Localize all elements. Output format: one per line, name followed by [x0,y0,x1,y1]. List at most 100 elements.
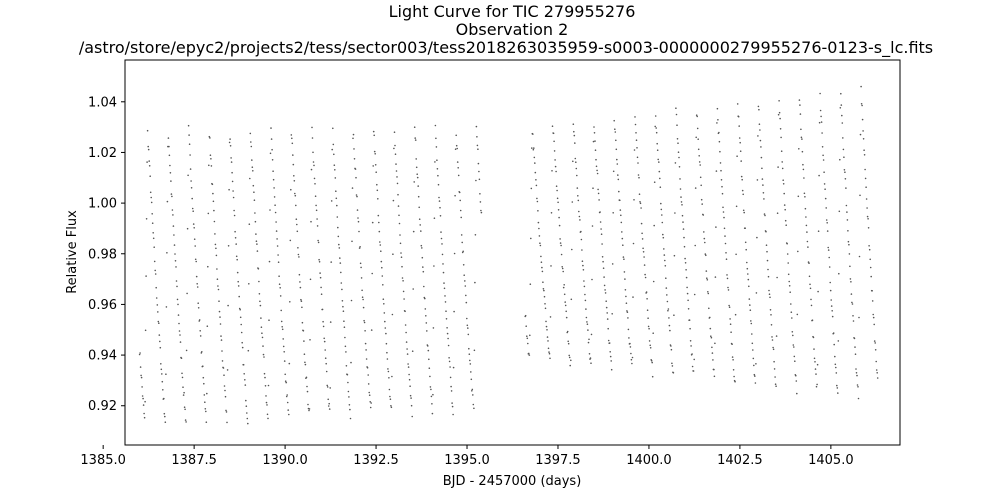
data-point [798,99,801,101]
data-point [173,244,176,246]
data-point [235,243,237,245]
data-point [602,267,605,270]
data-point [263,356,265,358]
data-point [581,260,584,263]
data-point [252,170,254,172]
data-point [453,252,456,255]
data-point [802,163,804,166]
data-point [600,228,602,230]
data-point [689,340,692,342]
data-point [575,167,578,170]
data-point [858,255,861,258]
data-point [676,124,678,126]
data-point [438,200,441,202]
data-point [643,256,645,258]
data-point [450,385,452,388]
data-point [616,163,619,165]
data-point [359,262,362,265]
data-point [542,288,545,290]
data-point [576,187,579,189]
data-point [570,298,573,301]
data-point [753,373,756,376]
data-point [813,357,816,360]
x-tick-label: 1400.0 [626,453,672,468]
data-point [337,226,339,229]
data-point [588,353,591,355]
data-point [473,407,475,410]
data-point [749,309,752,312]
data-point [790,311,793,314]
data-point [179,334,181,336]
data-point [642,251,645,253]
data-point [536,197,538,200]
data-point [693,358,695,361]
data-point [391,313,394,316]
data-point [540,255,542,258]
data-point [281,326,284,328]
data-point [279,287,282,289]
data-point [471,388,474,391]
data-point [180,357,183,360]
data-point [718,131,720,134]
data-point [458,191,461,194]
data-point [725,258,728,261]
data-point [209,137,211,139]
data-point [404,324,407,326]
data-point [653,224,655,227]
data-point [747,278,750,281]
data-point [651,361,653,364]
data-point [219,323,222,325]
y-tick-label: 1.02 [88,146,117,161]
data-point [829,281,831,284]
data-point [834,355,836,358]
data-point [342,305,344,308]
data-point [369,401,372,403]
data-point [413,181,416,183]
data-point [663,248,665,250]
data-point [591,278,593,281]
data-point [439,215,442,217]
data-point [771,336,773,338]
data-point [246,412,248,414]
data-point [671,365,674,367]
data-point [718,140,721,143]
data-point [390,406,393,409]
data-point [477,162,480,165]
data-point [319,276,322,279]
data-point [643,264,646,266]
data-point [828,256,830,259]
data-point [431,412,434,415]
data-point [190,180,192,182]
data-point [876,377,879,379]
data-point [231,171,233,174]
data-point [782,179,784,181]
data-point [179,341,182,343]
data-point [370,329,373,331]
chart-subtitle: Observation 2 [456,20,569,39]
data-point [285,395,288,398]
data-point [168,154,171,157]
data-point [720,169,722,172]
data-point [340,271,342,274]
data-point [736,103,739,105]
data-point [332,143,335,146]
data-point [433,217,436,219]
data-point [863,154,866,156]
data-point [646,309,649,312]
data-point [160,363,162,365]
data-point [846,211,848,213]
data-point [876,372,878,374]
data-point [654,125,656,128]
data-point [587,329,589,331]
data-point [479,201,482,203]
data-point [301,306,303,309]
data-point [276,245,279,247]
data-point [258,293,261,295]
data-point [749,304,751,306]
x-tick-label: 1390.0 [262,453,308,468]
data-point [277,261,280,264]
data-point [773,368,776,370]
x-tick-label: 1402.5 [717,453,763,468]
data-point [860,85,862,88]
data-point [794,360,796,363]
